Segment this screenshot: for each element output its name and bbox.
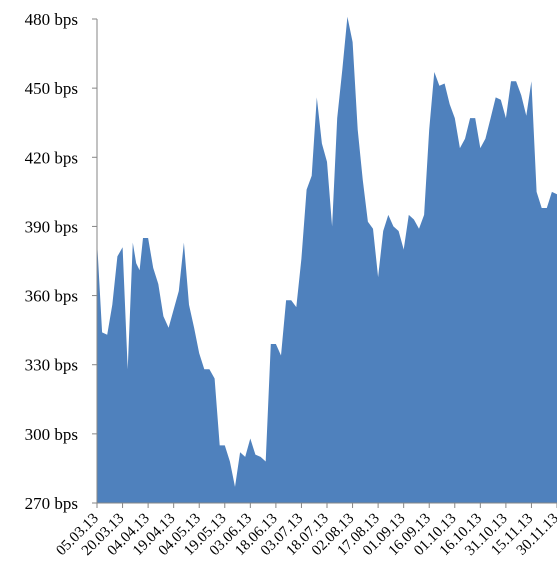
y-tick-label: 270 bps (25, 494, 78, 513)
y-tick-label: 300 bps (25, 425, 78, 444)
y-tick-label: 390 bps (25, 217, 78, 236)
y-tick-label: 360 bps (25, 287, 78, 306)
y-tick-label: 330 bps (25, 356, 78, 375)
y-tick-label: 480 bps (25, 10, 78, 29)
axes (92, 18, 557, 508)
y-axis-tick-labels: 270 bps 300 bps 330 bps 360 bps 390 bps 420 b… (25, 10, 78, 513)
series-area (97, 16, 557, 503)
y-tick-label: 420 bps (25, 148, 78, 167)
area-layer (97, 16, 557, 503)
x-axis-tick-labels: 05.03.1320.03.1304.04.1319.04.1304.05.13… (53, 511, 557, 559)
y-tick-label: 450 bps (25, 79, 78, 98)
